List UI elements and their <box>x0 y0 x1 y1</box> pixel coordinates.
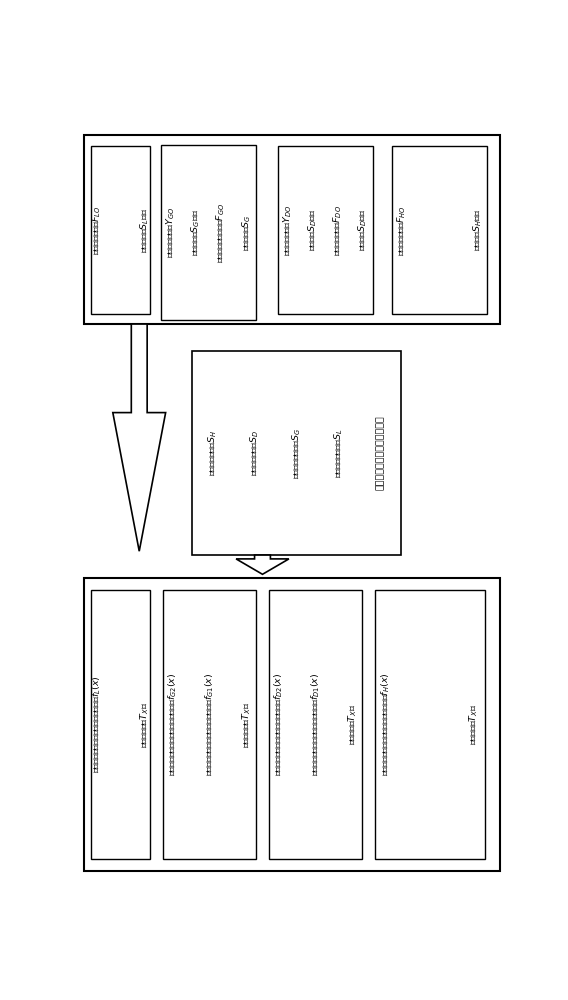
Text: 标准应力伴随位置变化的函数曲线为$f_{G1}(x)$: 标准应力伴随位置变化的函数曲线为$f_{G1}(x)$ <box>203 673 216 776</box>
Text: 标准挠度伴随位置变化的函数曲线为$f_{G2}(x)$: 标准挠度伴随位置变化的函数曲线为$f_{G2}(x)$ <box>166 673 179 776</box>
Text: 临时墩在温度$T_X$下: 临时墩在温度$T_X$下 <box>138 701 151 748</box>
Text: 标准挠度信息为$Y_{GO}$: 标准挠度信息为$Y_{GO}$ <box>165 207 177 258</box>
Text: 标准挠度信息为$Y_{DO}$: 标准挠度信息为$Y_{DO}$ <box>281 204 294 256</box>
Text: 标准应力信息为$F_{LO}$: 标准应力信息为$F_{LO}$ <box>90 205 103 255</box>
Text: 导梁位置$S_D$对应: 导梁位置$S_D$对应 <box>357 209 369 251</box>
Text: 标准应力信息为$F_{DO}$: 标准应力信息为$F_{DO}$ <box>332 205 344 256</box>
Bar <box>84 135 500 324</box>
Text: 钢桁梁位置$S_G$对应: 钢桁梁位置$S_G$对应 <box>190 209 202 256</box>
Text: 导梁在温度$T_X$下: 导梁在温度$T_X$下 <box>346 704 358 745</box>
Text: 标准挠度伴随位置变化的函数曲线为$f_{D2}(x)$: 标准挠度伴随位置变化的函数曲线为$f_{D2}(x)$ <box>272 673 285 776</box>
Text: 导梁位置信息为$S_D$: 导梁位置信息为$S_D$ <box>249 430 261 476</box>
Bar <box>91 590 150 859</box>
Bar <box>278 146 373 314</box>
Text: 位置监测装置实时所监测到的: 位置监测装置实时所监测到的 <box>376 416 385 490</box>
Bar <box>392 146 487 314</box>
Text: 标准应力伴随位置变化的函数曲线为$f_L(x)$: 标准应力伴随位置变化的函数曲线为$f_L(x)$ <box>90 676 103 773</box>
Text: 钢桁梁在温度$T_X$下: 钢桁梁在温度$T_X$下 <box>240 701 253 748</box>
Text: 临时墩位置$S_L$对应: 临时墩位置$S_L$对应 <box>138 207 151 253</box>
Text: 滑块位置信息为$S_H$: 滑块位置信息为$S_H$ <box>207 430 219 476</box>
Text: 滑块位置$S_H$对应: 滑块位置$S_H$对应 <box>471 209 484 251</box>
Bar <box>161 145 256 320</box>
Text: 临时墩位置信息为$S_L$: 临时墩位置信息为$S_L$ <box>332 428 345 478</box>
Text: 滑块在温度$T_X$下: 滑块在温度$T_X$下 <box>467 704 480 745</box>
Text: 对应标准应力信息为$F_{GO}$: 对应标准应力信息为$F_{GO}$ <box>215 202 227 263</box>
Polygon shape <box>236 555 289 574</box>
Bar <box>84 578 500 871</box>
Polygon shape <box>113 324 166 551</box>
Bar <box>192 351 401 555</box>
Text: 标准应力信息为$F_{HO}$: 标准应力信息为$F_{HO}$ <box>395 205 408 256</box>
Bar <box>269 590 362 859</box>
Text: 钢桁梁位置信息为$S_G$: 钢桁梁位置信息为$S_G$ <box>290 428 303 479</box>
Bar <box>91 146 150 314</box>
Bar <box>164 590 256 859</box>
Text: 标准应力伴随位置变化的函数曲线为$f_{D1}(x)$: 标准应力伴随位置变化的函数曲线为$f_{D1}(x)$ <box>309 673 321 776</box>
Bar <box>375 590 485 859</box>
Text: 钢桁梁位置$S_G$: 钢桁梁位置$S_G$ <box>240 214 253 251</box>
Text: 其标准应力伴随位置变化的函数曲线为$f_H(x)$: 其标准应力伴随位置变化的函数曲线为$f_H(x)$ <box>379 673 392 776</box>
Text: 导梁位置$S_D$对应: 导梁位置$S_D$对应 <box>306 209 319 251</box>
